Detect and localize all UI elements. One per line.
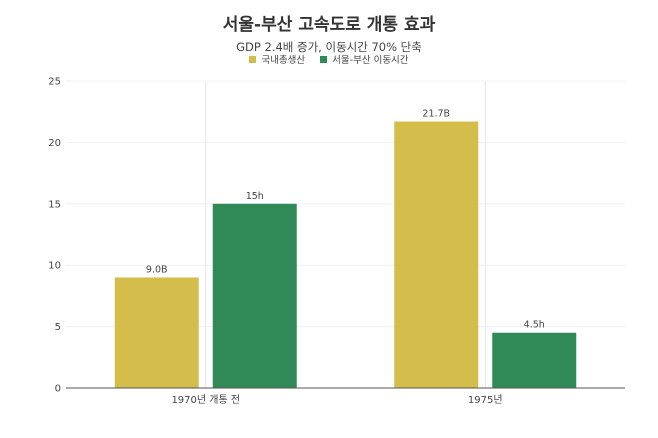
x-tick-label: 1975년 xyxy=(468,394,503,406)
y-tick-label: 25 xyxy=(48,77,61,88)
data-label: 4.5h xyxy=(524,320,545,331)
bar-0-0[interactable] xyxy=(114,277,199,388)
legend-label-gdp: 국내총생산 xyxy=(261,55,306,66)
data-label: 15h xyxy=(246,191,264,202)
y-tick-label: 0 xyxy=(55,384,61,395)
legend: 국내총생산 서울-부산 이동시간 xyxy=(0,52,658,66)
y-tick-label: 20 xyxy=(48,138,61,149)
data-label: 21.7B xyxy=(422,109,450,120)
legend-item-gdp[interactable]: 국내총생산 xyxy=(249,52,305,66)
bar-1-1[interactable] xyxy=(492,332,577,388)
bar-1-0[interactable] xyxy=(394,121,479,389)
legend-swatch-travel-time xyxy=(320,55,328,63)
y-tick-label: 5 xyxy=(55,322,61,333)
x-tick-label: 1970년 개통 전 xyxy=(171,394,240,406)
chart-subtitle: GDP 2.4배 증가, 이동시간 70% 단축 xyxy=(236,40,422,54)
legend-item-travel-time[interactable]: 서울-부산 이동시간 xyxy=(320,52,409,66)
legend-swatch-gdp xyxy=(249,55,257,63)
bar-0-1[interactable] xyxy=(212,203,297,388)
y-tick-label: 15 xyxy=(48,199,61,210)
y-tick-label: 10 xyxy=(48,261,61,272)
chart-title: 서울-부산 고속도로 개통 효과 xyxy=(222,15,436,35)
data-label: 9.0B xyxy=(146,264,168,275)
legend-label-travel-time: 서울-부산 이동시간 xyxy=(332,55,409,66)
